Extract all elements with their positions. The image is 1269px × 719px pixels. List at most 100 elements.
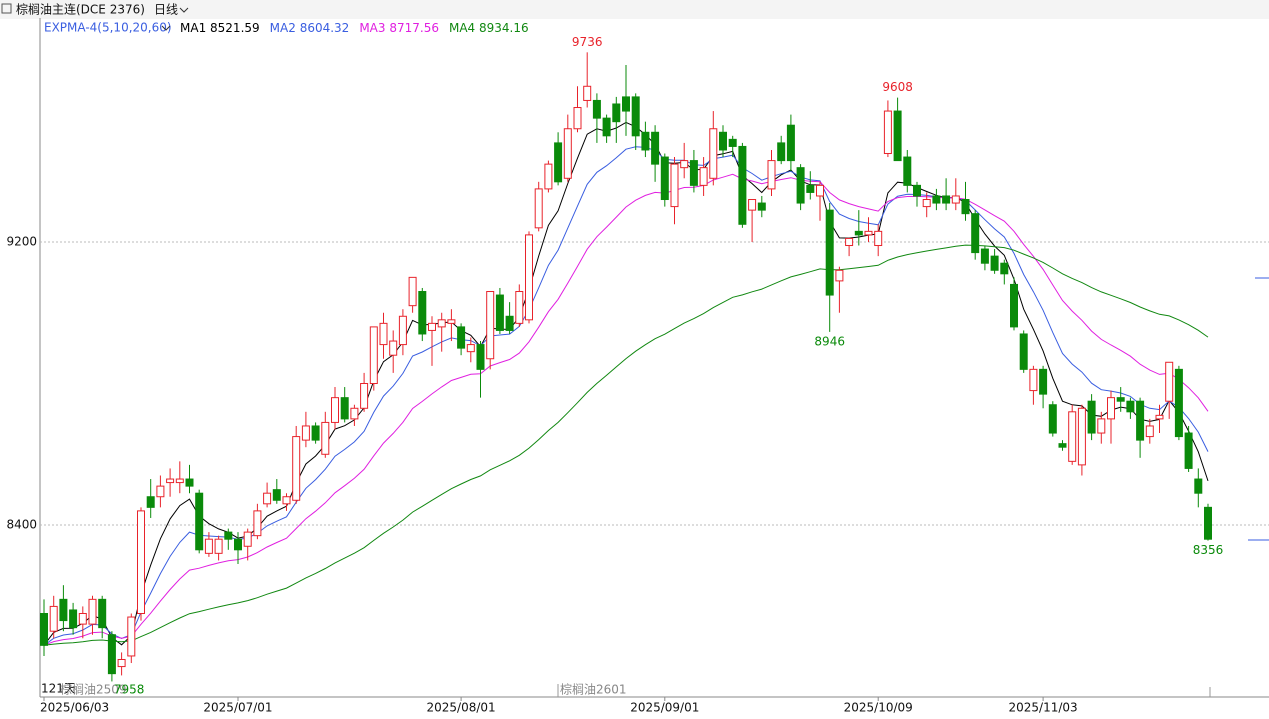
candle-body — [59, 598, 68, 622]
ma-name: MA3 — [359, 21, 385, 35]
candle-body — [495, 294, 504, 331]
candle-body — [156, 485, 165, 498]
candle-body — [1087, 400, 1096, 434]
candle-body — [243, 531, 252, 547]
candle-body — [893, 110, 902, 162]
candle-body — [515, 291, 524, 324]
candle-body — [1184, 432, 1193, 469]
candle-body — [534, 188, 543, 229]
candle-body — [777, 142, 786, 162]
candle-body — [195, 492, 204, 551]
candle-body — [1155, 414, 1164, 420]
candle-body — [728, 138, 737, 147]
candle-body — [1107, 397, 1115, 420]
candle-body — [311, 425, 320, 441]
candle-body — [408, 276, 417, 307]
candle-body — [379, 322, 388, 346]
candle-body — [321, 421, 330, 455]
candle-body — [263, 492, 272, 505]
candle-body — [234, 538, 242, 551]
ma-name: MA1 — [180, 21, 206, 35]
expma-line — [43, 244, 1209, 646]
candle-body — [748, 199, 757, 211]
ma-legend: MA2 8604.32 — [270, 21, 350, 35]
x-tick-label: 2025/07/01 — [203, 701, 272, 715]
candle-body — [224, 531, 233, 540]
candle-body — [525, 234, 533, 321]
candle-body — [137, 510, 145, 614]
candle-body — [418, 291, 427, 335]
ma-name: MA2 — [270, 21, 296, 35]
candle-body — [573, 107, 582, 130]
candle-body — [292, 436, 301, 501]
candle-body — [864, 230, 873, 236]
ma-value: 8604.32 — [300, 21, 350, 35]
candle-body — [466, 344, 475, 353]
candle-body — [1126, 400, 1135, 413]
candle-body — [1174, 368, 1183, 438]
candle-body — [719, 131, 727, 151]
candle-body — [1136, 400, 1145, 441]
x-tick-label: 2025/06/03 — [40, 701, 109, 715]
candle-body — [602, 117, 611, 137]
contract-label: 棕榈油2601 — [560, 682, 627, 697]
candle-body — [883, 110, 892, 155]
candle-body — [127, 616, 136, 657]
candle-body — [932, 195, 941, 204]
x-tick-label: 2025/09/01 — [630, 701, 699, 715]
candle-body — [69, 609, 78, 629]
candle-body — [544, 163, 553, 190]
dropdown-chevron[interactable] — [179, 7, 189, 13]
x-tick-label: 2025/10/09 — [844, 701, 913, 715]
candle-body — [612, 103, 621, 123]
candle-body — [1077, 407, 1086, 466]
candle-body — [1165, 361, 1174, 402]
candle-body — [1010, 283, 1018, 328]
candle-body — [913, 184, 921, 197]
candle-body — [961, 199, 970, 215]
ma-legend: MA1 8521.59 — [180, 21, 260, 35]
low-annotation: 8946 — [814, 334, 845, 348]
candle-body — [340, 397, 349, 420]
ma-value: 8521.59 — [210, 21, 260, 35]
candle-body — [651, 131, 660, 165]
candle-body — [806, 184, 815, 193]
indicator-label[interactable]: EXPMA-4(5,10,20,60) — [44, 21, 172, 35]
candle-body — [854, 230, 863, 236]
high-annotation: 9736 — [572, 35, 603, 49]
x-tick-label: 2025/08/01 — [427, 701, 496, 715]
candle-body — [476, 344, 485, 370]
candle-body — [447, 319, 456, 324]
low-annotation: 7958 — [114, 683, 145, 697]
candle-body — [554, 142, 563, 183]
high-annotation: 9608 — [882, 80, 913, 94]
candle-body — [389, 340, 398, 356]
candle-body — [1019, 333, 1028, 370]
candle-body — [398, 315, 407, 346]
candle-body — [845, 237, 854, 247]
candle-body — [369, 326, 378, 385]
candle-body — [166, 478, 175, 484]
x-tick-label: 2025/11/03 — [1009, 701, 1078, 715]
indicator-chevron[interactable] — [161, 25, 171, 31]
candle-body — [971, 213, 980, 254]
candle-body — [1058, 443, 1067, 448]
candle-body — [457, 326, 466, 349]
contract-label: 棕榈油2509 — [60, 682, 127, 697]
candle-body — [641, 131, 650, 151]
candle-body — [786, 124, 795, 162]
candle-body — [1048, 404, 1057, 434]
ma-value: 8934.16 — [479, 21, 529, 35]
candle-body — [331, 397, 339, 423]
candle-body — [146, 496, 155, 508]
candle-body — [175, 478, 184, 484]
candle-body — [631, 96, 640, 137]
ma-name: MA4 — [449, 21, 475, 35]
candle-body — [88, 598, 97, 625]
candle-body — [980, 248, 989, 264]
candle-body — [757, 202, 766, 211]
period-selector[interactable]: 日线 — [154, 3, 178, 17]
candle-body — [214, 538, 223, 554]
candle-body — [505, 315, 514, 331]
